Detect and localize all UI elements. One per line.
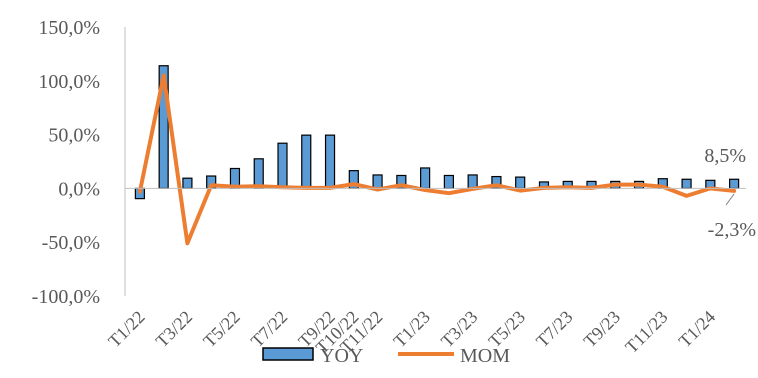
yoy-bars [134,65,740,200]
x-tick-label: T7/22 [247,307,292,352]
x-tick-label: T5/22 [199,307,244,352]
yoy-bar [182,177,193,189]
legend-mom-label: MOM [460,345,510,367]
x-tick-label: T1/24 [675,307,720,352]
yoy-last-value-label: 8,5% [704,145,746,167]
yoy-bar [681,178,692,189]
yoy-bar [467,174,478,189]
x-tick-label: T9/23 [580,307,625,352]
annotations: 8,5% -2,3% [704,145,756,241]
y-tick-label: 100,0% [38,71,100,93]
yoy-bar [372,174,383,189]
x-tick-label: T11/23 [621,307,671,357]
mom-last-value-label: -2,3% [708,219,756,241]
legend-yoy-swatch [262,347,314,361]
yoy-bar [253,158,264,189]
legend: YOY MOM [262,345,510,367]
y-axis: 150,0% 100,0% 50,0% 0,0% -50,0% -100,0% [32,17,126,308]
yoy-bar [420,167,431,189]
mom-label-leader [725,193,735,206]
mom-line-series [137,73,737,246]
y-tick-label: 150,0% [38,17,100,39]
yoy-bar [324,134,336,190]
x-tick-label: T1/23 [389,307,434,352]
legend-yoy-label: YOY [320,345,363,367]
yoy-bar [515,176,526,190]
y-tick-label: 0,0% [58,178,100,200]
yoy-bar [729,178,740,189]
yoy-bar [301,134,312,190]
y-tick-label: 50,0% [48,125,100,147]
y-tick-label: -50,0% [42,232,100,254]
x-tick-label: T1/22 [104,307,149,352]
x-tick-label: T3/22 [152,307,197,352]
yoy-bar [277,142,288,189]
yoy-bar [443,174,454,190]
x-tick-label: T7/23 [532,307,577,352]
mom-line [137,73,737,246]
y-tick-label: -100,0% [32,286,100,308]
